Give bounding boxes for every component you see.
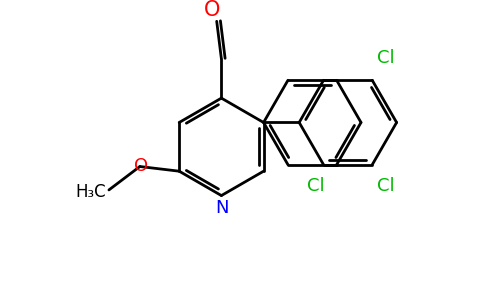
Text: Cl: Cl	[377, 49, 394, 67]
Text: O: O	[134, 157, 148, 175]
Text: Cl: Cl	[307, 177, 325, 195]
Text: N: N	[215, 199, 229, 217]
Text: O: O	[204, 0, 220, 20]
Text: H₃C: H₃C	[76, 183, 106, 201]
Text: Cl: Cl	[377, 177, 394, 195]
